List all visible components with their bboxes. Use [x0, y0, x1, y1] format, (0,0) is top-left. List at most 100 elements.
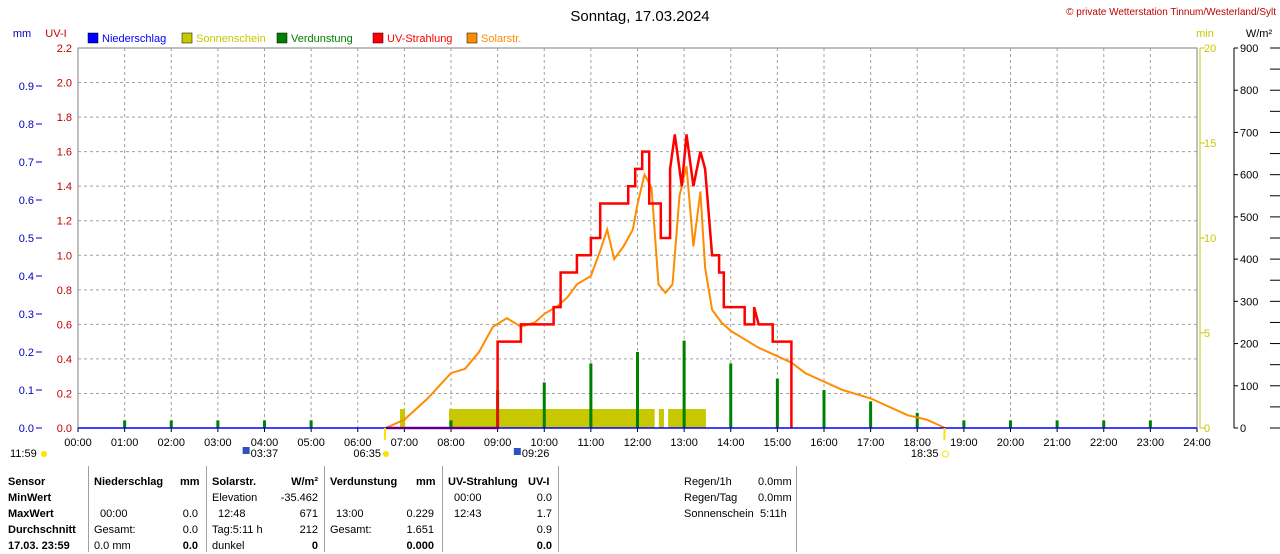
- x-tick-label: 04:00: [251, 437, 279, 449]
- sunshine-bar: [612, 409, 618, 428]
- sunshine-bar: [528, 409, 534, 428]
- mm-tick-label: 0.2: [19, 347, 34, 359]
- sunshine-bar: [458, 409, 464, 428]
- evaporation-bar: [1009, 420, 1012, 428]
- sunshine-bar: [514, 409, 520, 428]
- legend-swatch: [181, 32, 193, 44]
- moon-rise-icon: [242, 447, 250, 454]
- mm-tick-label: 0.9: [19, 81, 34, 93]
- sunshine-bar: [644, 409, 650, 428]
- x-tick-label: 11:00: [578, 437, 605, 449]
- evaporation-bar: [263, 420, 266, 428]
- x-tick-label: 03:00: [204, 437, 232, 449]
- sunrise-icon: [382, 451, 389, 457]
- evaporation-bar: [729, 363, 733, 428]
- evaporation-bar: [589, 363, 593, 428]
- min-tick-label: 10: [1204, 233, 1216, 245]
- sunshine-bar: [481, 409, 487, 428]
- uv-radiation-line: [385, 134, 793, 430]
- rain-day-label: Regen/Tag: [684, 492, 738, 504]
- min-tick-label: 0: [1204, 423, 1210, 435]
- sunshine-bar: [476, 409, 483, 428]
- sensor-header: Sensor: [8, 476, 46, 488]
- sunshine-bar: [602, 409, 609, 428]
- x-tick-label: 16:00: [810, 437, 838, 449]
- sunshine-bar: [696, 409, 702, 428]
- evaporation-bar: [636, 352, 639, 428]
- solar-title: Solarstr.: [212, 476, 257, 488]
- uv-last: 0.0: [536, 540, 552, 552]
- table-divider: [206, 466, 207, 552]
- sunshine-bar: [686, 409, 692, 428]
- sunshine-label: Sonnenschein: [684, 508, 754, 520]
- wm2-tick-label: 600: [1240, 170, 1258, 182]
- x-tick-label: 14:00: [717, 437, 745, 449]
- min-tick-label: 15: [1204, 138, 1216, 150]
- uvi-tick-label: 1.2: [57, 216, 72, 228]
- table-divider: [442, 466, 443, 552]
- sunshine-bar: [560, 409, 567, 428]
- rain-title: Niederschlag: [94, 476, 164, 488]
- evap-last: 0.000: [406, 540, 434, 552]
- sunshine-bar: [504, 409, 511, 428]
- moon-set-icon: [41, 451, 47, 457]
- x-tick-label: 18:00: [903, 437, 931, 449]
- x-tick-label: 19:00: [950, 437, 978, 449]
- legend-label: Solarstr.: [481, 33, 521, 45]
- rain-max: 0.0: [182, 508, 198, 520]
- sunshine-bar: [500, 409, 506, 428]
- wm2-tick-label: 0: [1240, 423, 1246, 435]
- solar-unit: W/m²: [291, 476, 318, 488]
- uvi-tick-label: 2.2: [57, 43, 72, 55]
- rain-unit: mm: [180, 476, 200, 488]
- rain-total-label: Gesamt:: [94, 524, 136, 536]
- evaporation-bar: [449, 420, 453, 428]
- min-tick-label: 20: [1204, 43, 1216, 55]
- wm2-tick-label: 800: [1240, 85, 1258, 97]
- x-tick-label: 17:00: [857, 437, 885, 449]
- mm-tick-label: 0.1: [19, 385, 34, 397]
- legend-label: UV-Strahlung: [387, 33, 452, 45]
- row-label-last: 17.03. 23:59: [8, 540, 70, 552]
- sunshine-bar: [616, 409, 623, 428]
- x-tick-label: 13:00: [670, 437, 698, 449]
- evaporation-bar: [1055, 420, 1059, 428]
- wm2-tick-label: 100: [1240, 381, 1258, 393]
- legend-swatch: [466, 32, 478, 44]
- evaporation-bar: [216, 420, 220, 428]
- uvi-tick-label: 0.2: [57, 388, 72, 400]
- uv-min-time: 00:00: [454, 492, 482, 504]
- solar-last-label: dunkel: [212, 540, 245, 552]
- wm2-tick-label: 900: [1240, 43, 1258, 55]
- sunshine-value: 5:11h: [760, 508, 787, 520]
- evaporation-bar: [682, 340, 686, 428]
- moon-transit-icon: [513, 448, 521, 455]
- weather-chart: Sonntag, 17.03.2024 © private Wetterstati…: [10, 7, 1280, 460]
- sunshine-bar: [630, 409, 636, 428]
- evaporation-bar: [123, 420, 127, 428]
- sunshine-bar: [658, 409, 664, 428]
- legend-swatch: [87, 32, 99, 44]
- sunshine-bar: [579, 409, 585, 428]
- table-divider: [558, 466, 559, 552]
- x-tick-label: 10:00: [530, 437, 558, 449]
- table-divider: [88, 466, 89, 552]
- uvi-tick-label: 1.4: [57, 181, 72, 193]
- axis-mm-label: mm: [13, 28, 31, 40]
- solar-last: 0: [311, 540, 318, 552]
- sunshine-bar: [626, 409, 632, 428]
- wm2-tick-label: 700: [1240, 127, 1258, 139]
- x-tick-label: 05:00: [297, 437, 325, 449]
- rain-last: 0.0 mm: [94, 540, 131, 552]
- x-tick-label: 12:00: [624, 437, 652, 449]
- row-label-avg: Durchschnitt: [8, 524, 76, 536]
- credit-text: © private Wetterstation Tinnum/Westerlan…: [1066, 7, 1276, 18]
- sunshine-bar: [467, 409, 473, 428]
- rain-max-time: 00:00: [100, 508, 128, 520]
- uvi-tick-label: 0.4: [57, 354, 72, 366]
- uv-max-time: 12:43: [454, 508, 482, 520]
- solar-day-label: Tag:5:11 h: [212, 524, 263, 536]
- row-label-min: MinWert: [8, 492, 52, 504]
- axis-min-label: min: [1196, 28, 1214, 40]
- mm-tick-label: 0.4: [19, 271, 34, 283]
